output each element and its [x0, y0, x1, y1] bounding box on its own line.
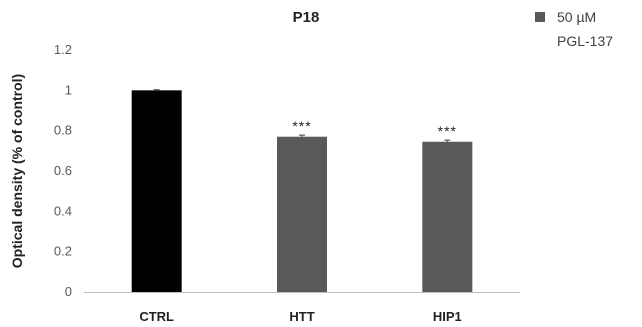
x-tick-label: HIP1 — [433, 309, 462, 324]
y-axis-label: Optical density (% of control) — [9, 74, 25, 268]
y-axis-ticks: 0 0.2 0.4 0.6 0.8 1 1.2 — [54, 42, 72, 299]
y-tick-label: 0.6 — [54, 163, 72, 178]
significance-label: *** — [438, 123, 457, 139]
y-tick-label: 1 — [65, 82, 72, 97]
error-bar — [153, 89, 160, 91]
y-tick-label: 0.8 — [54, 123, 72, 138]
x-tick-label: HTT — [289, 309, 314, 324]
chart-title: P18 — [293, 9, 320, 26]
error-bar — [444, 139, 451, 142]
legend: 50 µM PGL-137 — [535, 9, 613, 49]
bar-htt — [277, 136, 327, 292]
legend-label-line2: PGL-137 — [557, 33, 613, 49]
bars: *** *** — [131, 89, 473, 292]
legend-swatch — [535, 12, 545, 22]
y-tick-label: 0.4 — [54, 203, 72, 218]
legend-label-line1: 50 µM — [557, 9, 596, 25]
bar-ctrl — [131, 90, 182, 292]
x-axis-tick-labels: CTRL HTT HIP1 — [139, 309, 461, 324]
y-tick-label: 1.2 — [54, 42, 72, 57]
y-tick-label: 0 — [65, 284, 72, 299]
x-tick-label: CTRL — [139, 309, 174, 324]
y-tick-label: 0.2 — [54, 244, 72, 259]
bar-hip1 — [422, 141, 473, 292]
error-bar — [299, 134, 305, 137]
significance-label: *** — [292, 118, 311, 134]
